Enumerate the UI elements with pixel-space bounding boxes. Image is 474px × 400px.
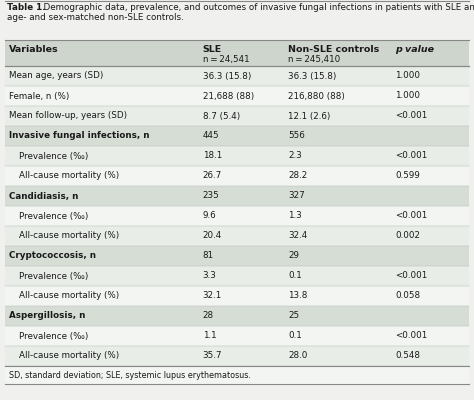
Text: 0.548: 0.548	[395, 352, 420, 360]
Text: 32.1: 32.1	[202, 292, 222, 300]
Text: Cryptococcosis, n: Cryptococcosis, n	[9, 252, 96, 260]
Text: 21,688 (88): 21,688 (88)	[202, 92, 254, 100]
Text: n = 24,541: n = 24,541	[202, 55, 249, 64]
Text: <0.001: <0.001	[395, 112, 428, 120]
Text: 13.8: 13.8	[288, 292, 308, 300]
Bar	[5, 146, 469, 166]
Text: 29: 29	[288, 252, 300, 260]
Text: 1.000: 1.000	[395, 92, 420, 100]
Bar	[5, 246, 469, 266]
Bar	[5, 126, 469, 146]
Bar	[5, 86, 469, 106]
Text: <0.001: <0.001	[395, 212, 428, 220]
Bar	[5, 346, 469, 366]
Text: age- and sex-matched non-SLE controls.: age- and sex-matched non-SLE controls.	[7, 13, 184, 22]
Text: 32.4: 32.4	[288, 232, 308, 240]
Text: <0.001: <0.001	[395, 152, 428, 160]
Bar	[5, 106, 469, 126]
Text: 35.7: 35.7	[202, 352, 222, 360]
Text: 556: 556	[288, 132, 305, 140]
Text: 0.1: 0.1	[288, 332, 302, 340]
Text: 36.3 (15.8): 36.3 (15.8)	[202, 72, 251, 80]
Text: p value: p value	[395, 45, 434, 54]
Text: <0.001: <0.001	[395, 272, 428, 280]
Text: 0.058: 0.058	[395, 292, 420, 300]
Text: 81: 81	[202, 252, 214, 260]
Text: 25: 25	[288, 312, 300, 320]
Text: 2.3: 2.3	[288, 152, 302, 160]
Text: Aspergillosis, n: Aspergillosis, n	[9, 312, 85, 320]
Text: 0.1: 0.1	[288, 272, 302, 280]
Text: Prevalence (‰): Prevalence (‰)	[19, 152, 88, 160]
Text: 445: 445	[202, 132, 219, 140]
Text: 216,880 (88): 216,880 (88)	[288, 92, 345, 100]
Text: 1.3: 1.3	[288, 212, 302, 220]
Text: 28.2: 28.2	[288, 172, 308, 180]
Text: Prevalence (‰): Prevalence (‰)	[19, 272, 88, 280]
Text: Non-SLE controls: Non-SLE controls	[288, 45, 380, 54]
Text: 1.1: 1.1	[202, 332, 216, 340]
Text: Variables: Variables	[9, 45, 59, 54]
Bar	[5, 366, 469, 384]
Text: 26.7: 26.7	[202, 172, 222, 180]
Text: Demographic data, prevalence, and outcomes of invasive fungal infections in pati: Demographic data, prevalence, and outcom…	[38, 3, 474, 12]
Text: 8.7 (5.4): 8.7 (5.4)	[202, 112, 240, 120]
Text: 28.0: 28.0	[288, 352, 308, 360]
Text: All-cause mortality (%): All-cause mortality (%)	[19, 292, 119, 300]
Bar	[5, 186, 469, 206]
Text: n = 245,410: n = 245,410	[288, 55, 341, 64]
Text: Mean age, years (SD): Mean age, years (SD)	[9, 72, 103, 80]
Text: 3.3: 3.3	[202, 272, 217, 280]
Text: 28: 28	[202, 312, 214, 320]
Text: Prevalence (‰): Prevalence (‰)	[19, 332, 88, 340]
Text: 20.4: 20.4	[202, 232, 222, 240]
Bar	[5, 166, 469, 186]
Bar	[5, 226, 469, 246]
Text: 9.6: 9.6	[202, 212, 216, 220]
Text: Candidiasis, n: Candidiasis, n	[9, 192, 78, 200]
Text: 18.1: 18.1	[202, 152, 222, 160]
Text: 0.599: 0.599	[395, 172, 420, 180]
Text: 235: 235	[202, 192, 219, 200]
Text: Female, n (%): Female, n (%)	[9, 92, 69, 100]
Bar	[5, 206, 469, 226]
Bar	[5, 306, 469, 326]
Text: 1.000: 1.000	[395, 72, 420, 80]
Text: Prevalence (‰): Prevalence (‰)	[19, 212, 88, 220]
Text: Invasive fungal infections, n: Invasive fungal infections, n	[9, 132, 149, 140]
Text: All-cause mortality (%): All-cause mortality (%)	[19, 232, 119, 240]
Text: 36.3 (15.8): 36.3 (15.8)	[288, 72, 337, 80]
Bar	[5, 286, 469, 306]
Text: 0.002: 0.002	[395, 232, 420, 240]
Bar	[5, 40, 469, 66]
Bar	[5, 66, 469, 86]
Text: 327: 327	[288, 192, 305, 200]
Text: Mean follow-up, years (SD): Mean follow-up, years (SD)	[9, 112, 127, 120]
Text: <0.001: <0.001	[395, 332, 428, 340]
Bar	[5, 266, 469, 286]
Text: All-cause mortality (%): All-cause mortality (%)	[19, 352, 119, 360]
Text: All-cause mortality (%): All-cause mortality (%)	[19, 172, 119, 180]
Text: 12.1 (2.6): 12.1 (2.6)	[288, 112, 331, 120]
Text: SD, standard deviation; SLE, systemic lupus erythematosus.: SD, standard deviation; SLE, systemic lu…	[9, 370, 251, 380]
Text: Table 1.: Table 1.	[7, 3, 46, 12]
Text: SLE: SLE	[202, 45, 222, 54]
Bar	[5, 326, 469, 346]
